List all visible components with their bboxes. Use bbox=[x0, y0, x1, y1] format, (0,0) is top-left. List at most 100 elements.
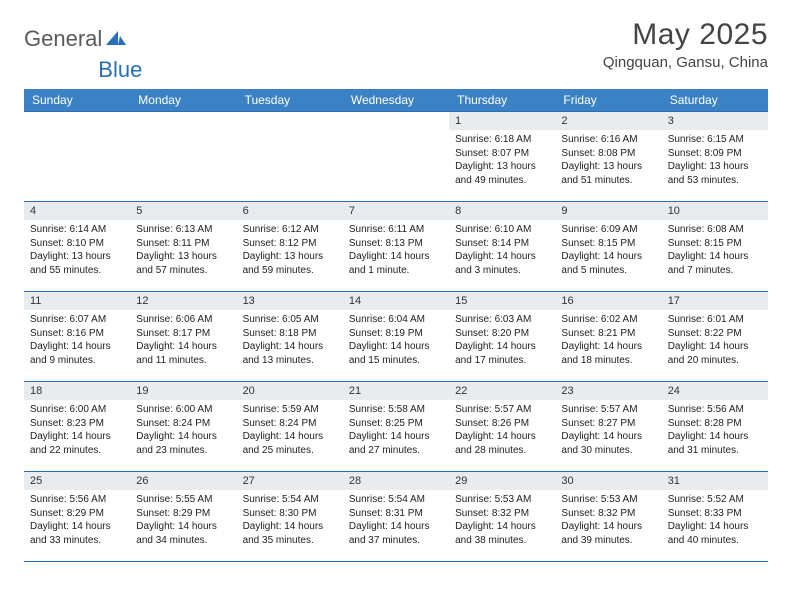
day-details: Sunrise: 5:56 AMSunset: 8:29 PMDaylight:… bbox=[24, 490, 130, 551]
calendar-cell: 4Sunrise: 6:14 AMSunset: 8:10 PMDaylight… bbox=[24, 202, 130, 292]
day-details: Sunrise: 6:08 AMSunset: 8:15 PMDaylight:… bbox=[662, 220, 768, 281]
day-number: 12 bbox=[130, 292, 236, 310]
day-details: Sunrise: 6:00 AMSunset: 8:24 PMDaylight:… bbox=[130, 400, 236, 461]
calendar-cell: 11Sunrise: 6:07 AMSunset: 8:16 PMDayligh… bbox=[24, 292, 130, 382]
calendar-cell: 13Sunrise: 6:05 AMSunset: 8:18 PMDayligh… bbox=[237, 292, 343, 382]
day-number: 28 bbox=[343, 472, 449, 490]
day-details: Sunrise: 5:57 AMSunset: 8:27 PMDaylight:… bbox=[555, 400, 661, 461]
day-details: Sunrise: 6:14 AMSunset: 8:10 PMDaylight:… bbox=[24, 220, 130, 281]
calendar-cell: 19Sunrise: 6:00 AMSunset: 8:24 PMDayligh… bbox=[130, 382, 236, 472]
day-details: Sunrise: 5:57 AMSunset: 8:26 PMDaylight:… bbox=[449, 400, 555, 461]
calendar-cell: 12Sunrise: 6:06 AMSunset: 8:17 PMDayligh… bbox=[130, 292, 236, 382]
calendar-cell: 21Sunrise: 5:58 AMSunset: 8:25 PMDayligh… bbox=[343, 382, 449, 472]
day-number: 6 bbox=[237, 202, 343, 220]
calendar-cell: 1Sunrise: 6:18 AMSunset: 8:07 PMDaylight… bbox=[449, 112, 555, 202]
day-number: 27 bbox=[237, 472, 343, 490]
calendar-row: 25Sunrise: 5:56 AMSunset: 8:29 PMDayligh… bbox=[24, 472, 768, 562]
day-number: 5 bbox=[130, 202, 236, 220]
day-number: 3 bbox=[662, 112, 768, 130]
calendar-cell bbox=[343, 112, 449, 202]
calendar-cell: 20Sunrise: 5:59 AMSunset: 8:24 PMDayligh… bbox=[237, 382, 343, 472]
calendar-cell: 28Sunrise: 5:54 AMSunset: 8:31 PMDayligh… bbox=[343, 472, 449, 562]
calendar-cell: 26Sunrise: 5:55 AMSunset: 8:29 PMDayligh… bbox=[130, 472, 236, 562]
day-number: 9 bbox=[555, 202, 661, 220]
day-details: Sunrise: 6:15 AMSunset: 8:09 PMDaylight:… bbox=[662, 130, 768, 191]
logo: General bbox=[24, 26, 128, 52]
calendar-cell: 25Sunrise: 5:56 AMSunset: 8:29 PMDayligh… bbox=[24, 472, 130, 562]
calendar-cell: 10Sunrise: 6:08 AMSunset: 8:15 PMDayligh… bbox=[662, 202, 768, 292]
day-details: Sunrise: 6:18 AMSunset: 8:07 PMDaylight:… bbox=[449, 130, 555, 191]
calendar-cell: 9Sunrise: 6:09 AMSunset: 8:15 PMDaylight… bbox=[555, 202, 661, 292]
day-details: Sunrise: 5:54 AMSunset: 8:30 PMDaylight:… bbox=[237, 490, 343, 551]
day-number: 13 bbox=[237, 292, 343, 310]
location-text: Qingquan, Gansu, China bbox=[603, 54, 768, 71]
day-details: Sunrise: 5:56 AMSunset: 8:28 PMDaylight:… bbox=[662, 400, 768, 461]
calendar-cell bbox=[24, 112, 130, 202]
calendar-cell: 30Sunrise: 5:53 AMSunset: 8:32 PMDayligh… bbox=[555, 472, 661, 562]
calendar-cell: 24Sunrise: 5:56 AMSunset: 8:28 PMDayligh… bbox=[662, 382, 768, 472]
day-details: Sunrise: 6:01 AMSunset: 8:22 PMDaylight:… bbox=[662, 310, 768, 371]
day-details: Sunrise: 6:06 AMSunset: 8:17 PMDaylight:… bbox=[130, 310, 236, 371]
day-details: Sunrise: 6:12 AMSunset: 8:12 PMDaylight:… bbox=[237, 220, 343, 281]
day-details: Sunrise: 5:58 AMSunset: 8:25 PMDaylight:… bbox=[343, 400, 449, 461]
calendar-cell: 23Sunrise: 5:57 AMSunset: 8:27 PMDayligh… bbox=[555, 382, 661, 472]
month-title: May 2025 bbox=[603, 18, 768, 52]
calendar-cell: 31Sunrise: 5:52 AMSunset: 8:33 PMDayligh… bbox=[662, 472, 768, 562]
day-details: Sunrise: 5:53 AMSunset: 8:32 PMDaylight:… bbox=[449, 490, 555, 551]
calendar-cell: 16Sunrise: 6:02 AMSunset: 8:21 PMDayligh… bbox=[555, 292, 661, 382]
calendar-cell: 22Sunrise: 5:57 AMSunset: 8:26 PMDayligh… bbox=[449, 382, 555, 472]
calendar-row: 4Sunrise: 6:14 AMSunset: 8:10 PMDaylight… bbox=[24, 202, 768, 292]
day-number: 4 bbox=[24, 202, 130, 220]
calendar-cell: 14Sunrise: 6:04 AMSunset: 8:19 PMDayligh… bbox=[343, 292, 449, 382]
day-number: 26 bbox=[130, 472, 236, 490]
logo-text-blue: Blue bbox=[98, 57, 142, 83]
day-number: 21 bbox=[343, 382, 449, 400]
day-details: Sunrise: 5:53 AMSunset: 8:32 PMDaylight:… bbox=[555, 490, 661, 551]
day-header: Monday bbox=[130, 89, 236, 112]
day-details: Sunrise: 6:11 AMSunset: 8:13 PMDaylight:… bbox=[343, 220, 449, 281]
day-number: 17 bbox=[662, 292, 768, 310]
calendar-row: 11Sunrise: 6:07 AMSunset: 8:16 PMDayligh… bbox=[24, 292, 768, 382]
logo-text-general: General bbox=[24, 26, 102, 52]
day-number: 10 bbox=[662, 202, 768, 220]
calendar-cell: 27Sunrise: 5:54 AMSunset: 8:30 PMDayligh… bbox=[237, 472, 343, 562]
triangle-icon bbox=[106, 29, 126, 50]
calendar-cell bbox=[130, 112, 236, 202]
day-header: Tuesday bbox=[237, 89, 343, 112]
day-details: Sunrise: 5:55 AMSunset: 8:29 PMDaylight:… bbox=[130, 490, 236, 551]
day-details: Sunrise: 6:02 AMSunset: 8:21 PMDaylight:… bbox=[555, 310, 661, 371]
calendar-row: 18Sunrise: 6:00 AMSunset: 8:23 PMDayligh… bbox=[24, 382, 768, 472]
calendar-cell: 7Sunrise: 6:11 AMSunset: 8:13 PMDaylight… bbox=[343, 202, 449, 292]
calendar-cell: 18Sunrise: 6:00 AMSunset: 8:23 PMDayligh… bbox=[24, 382, 130, 472]
day-number: 31 bbox=[662, 472, 768, 490]
day-number: 24 bbox=[662, 382, 768, 400]
day-header: Saturday bbox=[662, 89, 768, 112]
day-details: Sunrise: 6:03 AMSunset: 8:20 PMDaylight:… bbox=[449, 310, 555, 371]
day-header: Thursday bbox=[449, 89, 555, 112]
day-details: Sunrise: 5:52 AMSunset: 8:33 PMDaylight:… bbox=[662, 490, 768, 551]
day-number: 8 bbox=[449, 202, 555, 220]
calendar-cell: 5Sunrise: 6:13 AMSunset: 8:11 PMDaylight… bbox=[130, 202, 236, 292]
day-number: 25 bbox=[24, 472, 130, 490]
day-number: 23 bbox=[555, 382, 661, 400]
day-number: 7 bbox=[343, 202, 449, 220]
calendar-cell: 6Sunrise: 6:12 AMSunset: 8:12 PMDaylight… bbox=[237, 202, 343, 292]
day-number: 11 bbox=[24, 292, 130, 310]
title-block: May 2025 Qingquan, Gansu, China bbox=[603, 18, 768, 71]
calendar-page: General May 2025 Qingquan, Gansu, China … bbox=[0, 0, 792, 580]
day-number: 20 bbox=[237, 382, 343, 400]
day-number: 16 bbox=[555, 292, 661, 310]
day-number: 29 bbox=[449, 472, 555, 490]
calendar-cell: 3Sunrise: 6:15 AMSunset: 8:09 PMDaylight… bbox=[662, 112, 768, 202]
day-number: 30 bbox=[555, 472, 661, 490]
day-number: 1 bbox=[449, 112, 555, 130]
calendar-cell: 15Sunrise: 6:03 AMSunset: 8:20 PMDayligh… bbox=[449, 292, 555, 382]
calendar-head: SundayMondayTuesdayWednesdayThursdayFrid… bbox=[24, 89, 768, 112]
day-details: Sunrise: 6:07 AMSunset: 8:16 PMDaylight:… bbox=[24, 310, 130, 371]
calendar-cell: 29Sunrise: 5:53 AMSunset: 8:32 PMDayligh… bbox=[449, 472, 555, 562]
day-details: Sunrise: 5:59 AMSunset: 8:24 PMDaylight:… bbox=[237, 400, 343, 461]
day-details: Sunrise: 6:09 AMSunset: 8:15 PMDaylight:… bbox=[555, 220, 661, 281]
calendar-cell: 8Sunrise: 6:10 AMSunset: 8:14 PMDaylight… bbox=[449, 202, 555, 292]
day-details: Sunrise: 6:04 AMSunset: 8:19 PMDaylight:… bbox=[343, 310, 449, 371]
day-number: 2 bbox=[555, 112, 661, 130]
